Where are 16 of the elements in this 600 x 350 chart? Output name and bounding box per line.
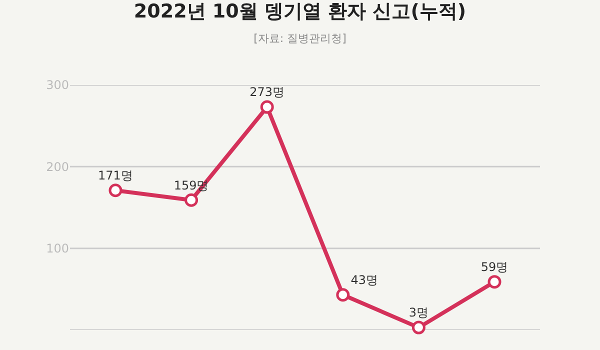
data-label: 3명 (408, 306, 429, 320)
data-label: 171명 (98, 168, 133, 182)
point (108, 184, 122, 198)
point (336, 288, 350, 302)
chart-subtitle: [자료: 질병관리청] (254, 32, 346, 46)
y-tick-label: 200 (46, 160, 69, 174)
point (488, 275, 502, 289)
data-label: 273명 (250, 85, 285, 100)
point (412, 320, 426, 334)
point (260, 100, 274, 114)
y-tick-label: 300 (46, 78, 69, 92)
y-tick-label: 100 (46, 242, 69, 256)
chart-title: 2022년 10월 뎅기열 환자 신고(누적) (134, 0, 466, 22)
data-label: 59명 (480, 260, 508, 274)
data-label: 43명 (350, 273, 378, 288)
point (184, 193, 198, 207)
